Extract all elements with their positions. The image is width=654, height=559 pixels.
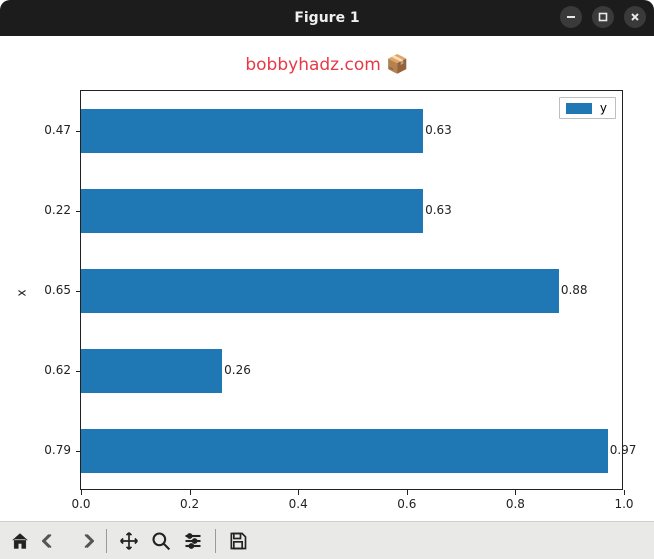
window-controls [560, 6, 646, 28]
plot-area: y 0.630.470.630.220.880.650.260.620.970.… [80, 90, 623, 490]
y-tick [76, 451, 81, 452]
x-tick [81, 490, 82, 495]
y-tick [76, 291, 81, 292]
bar-value-label: 0.26 [224, 363, 251, 377]
zoom-icon[interactable] [147, 526, 175, 556]
x-tick-label: 1.0 [614, 497, 633, 511]
y-tick [76, 131, 81, 132]
x-tick [624, 490, 625, 495]
close-button[interactable] [624, 6, 646, 28]
toolbar-separator [106, 529, 107, 553]
x-tick [515, 490, 516, 495]
legend: y [559, 97, 616, 119]
y-tick-label: 0.47 [21, 123, 71, 137]
bar [81, 349, 222, 393]
x-tick [407, 490, 408, 495]
figure-title-text: bobbyhadz.com [245, 55, 380, 75]
bar [81, 109, 423, 153]
matplotlib-toolbar [0, 521, 654, 559]
y-tick-label: 0.22 [21, 203, 71, 217]
bar [81, 269, 559, 313]
figure-title: bobbyhadz.com 📦 [0, 54, 654, 75]
x-tick [190, 490, 191, 495]
bar-value-label: 0.63 [425, 123, 452, 137]
y-tick [76, 371, 81, 372]
maximize-button[interactable] [592, 6, 614, 28]
x-tick-label: 0.2 [180, 497, 199, 511]
x-tick-label: 0.4 [289, 497, 308, 511]
bar-value-label: 0.88 [561, 283, 588, 297]
x-tick-label: 0.6 [397, 497, 416, 511]
bar [81, 429, 608, 473]
window-title: Figure 1 [294, 10, 359, 26]
legend-label: y [600, 101, 607, 115]
home-icon[interactable] [6, 526, 34, 556]
y-tick-label: 0.65 [21, 283, 71, 297]
legend-swatch [566, 103, 592, 114]
x-tick [298, 490, 299, 495]
subplots-icon[interactable] [179, 526, 207, 556]
x-tick-label: 0.8 [506, 497, 525, 511]
y-tick [76, 211, 81, 212]
y-tick-label: 0.79 [21, 443, 71, 457]
bar [81, 189, 423, 233]
figure-canvas: bobbyhadz.com 📦 x y 0.630.470.630.220.88… [0, 36, 654, 521]
y-tick-label: 0.62 [21, 363, 71, 377]
window-titlebar: Figure 1 [0, 0, 654, 36]
save-icon[interactable] [224, 526, 252, 556]
x-tick-label: 0.0 [71, 497, 90, 511]
minimize-button[interactable] [560, 6, 582, 28]
bar-value-label: 0.97 [610, 443, 637, 457]
forward-icon[interactable] [70, 526, 98, 556]
pan-icon[interactable] [115, 526, 143, 556]
back-icon[interactable] [38, 526, 66, 556]
package-icon: 📦 [386, 54, 408, 75]
toolbar-separator [215, 529, 216, 553]
bar-value-label: 0.63 [425, 203, 452, 217]
